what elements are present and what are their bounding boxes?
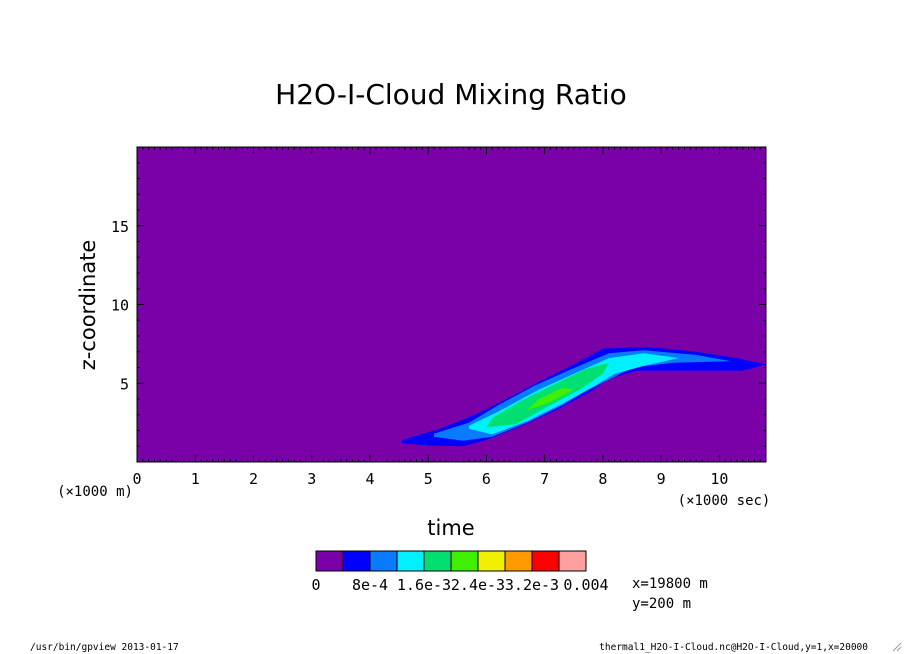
x-tick-label: 1 bbox=[191, 470, 200, 488]
footnote-y: y=200 m bbox=[632, 596, 691, 612]
footer-right: thermal1_H2O-I-Cloud.nc@H2O-I-Cloud,y=1,… bbox=[599, 642, 868, 653]
colorbar-swatch bbox=[342, 550, 371, 572]
contour-band-4 bbox=[527, 388, 574, 410]
x-tick-label: 8 bbox=[598, 470, 607, 488]
y-axis-unit: (×1000 m) bbox=[57, 484, 133, 500]
footer-left: /usr/bin/gpview 2013-01-17 bbox=[30, 642, 179, 653]
colorbar-swatch bbox=[423, 550, 452, 572]
colorbar: 0 8e-4 1.6e-3 2.4e-3 3.2e-3 0.004 bbox=[311, 550, 609, 594]
colorbar-swatch bbox=[477, 550, 506, 572]
y-tick-label: 5 bbox=[120, 375, 129, 393]
resize-grip-icon[interactable] bbox=[892, 642, 902, 652]
contour-layer bbox=[402, 347, 766, 447]
colorbar-swatch bbox=[558, 550, 587, 572]
x-tick-label: 0 bbox=[132, 470, 141, 488]
x-tick-label: 9 bbox=[657, 470, 666, 488]
colorbar-swatch bbox=[369, 550, 398, 572]
y-tick-label: 10 bbox=[111, 297, 129, 315]
y-tick-label: 15 bbox=[111, 218, 129, 236]
colorbar-swatch bbox=[531, 550, 560, 572]
x-tick-label: 2 bbox=[249, 470, 258, 488]
colorbar-label: 3.2e-3 bbox=[505, 576, 559, 594]
footnote-x: x=19800 m bbox=[632, 576, 708, 592]
colorbar-label: 8e-4 bbox=[352, 576, 388, 594]
colorbar-label: 0.004 bbox=[563, 576, 608, 594]
plot-background bbox=[137, 147, 766, 462]
x-axis-label: time bbox=[427, 516, 474, 540]
tick-layer: 0 1 2 3 4 5 6 7 8 9 10 5 10 15 bbox=[111, 147, 767, 488]
colorbar-label: 1.6e-3 bbox=[397, 576, 451, 594]
colorbar-swatch bbox=[504, 550, 533, 572]
colorbar-label: 0 bbox=[311, 576, 320, 594]
colorbar-swatch bbox=[450, 550, 479, 572]
colorbar-label: 2.4e-3 bbox=[451, 576, 505, 594]
x-tick-label: 10 bbox=[710, 470, 728, 488]
plot-area: 0 1 2 3 4 5 6 7 8 9 10 5 10 15 bbox=[111, 146, 767, 488]
x-tick-label: 6 bbox=[482, 470, 491, 488]
x-tick-label: 5 bbox=[424, 470, 433, 488]
x-tick-label: 3 bbox=[307, 470, 316, 488]
x-tick-label: 7 bbox=[540, 470, 549, 488]
colorbar-swatch bbox=[396, 550, 425, 572]
colorbar-swatch bbox=[315, 550, 344, 572]
y-axis-label: z-coordinate bbox=[76, 240, 100, 371]
chart-title: H2O-I-Cloud Mixing Ratio bbox=[275, 78, 627, 111]
x-tick-label: 4 bbox=[365, 470, 374, 488]
x-axis-unit: (×1000 sec) bbox=[678, 493, 771, 509]
